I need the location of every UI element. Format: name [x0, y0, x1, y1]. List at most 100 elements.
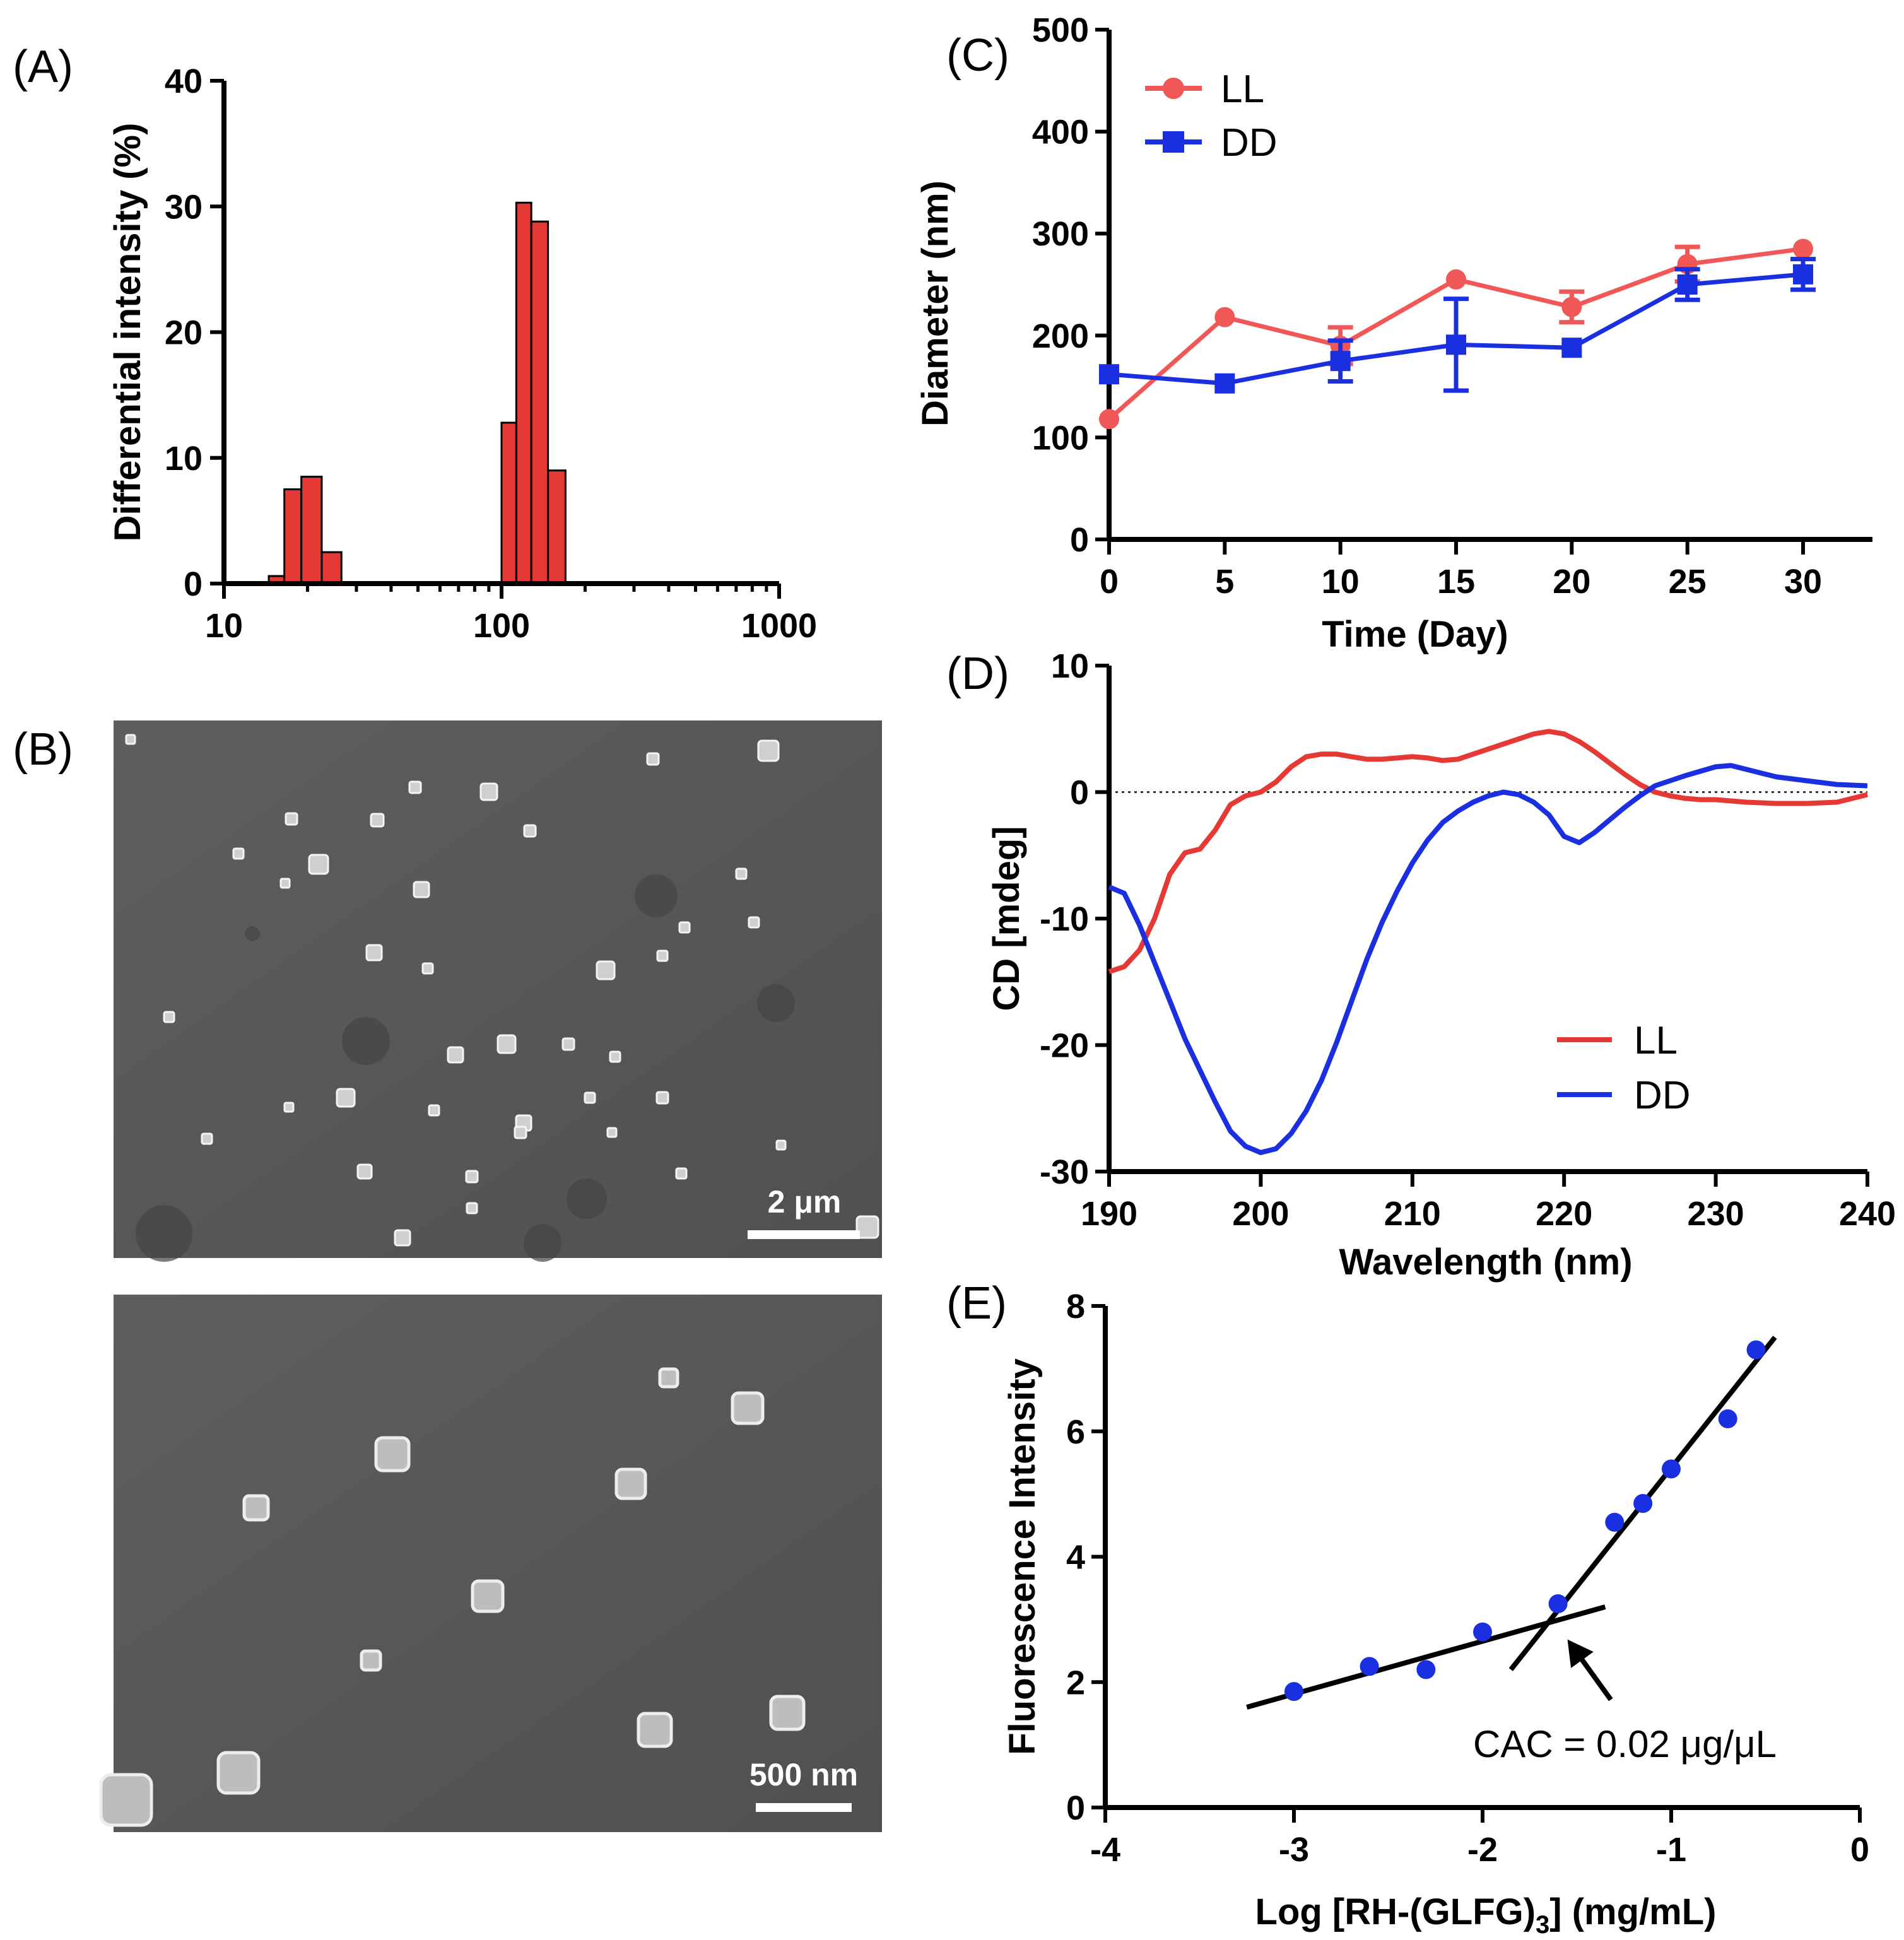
sem-dark-spot — [757, 984, 795, 1022]
panel-label-c: (C) — [946, 30, 1009, 81]
e-data-point — [1548, 1594, 1568, 1614]
e-ytick-label-0: 0 — [1066, 1789, 1085, 1827]
sem-particle — [283, 1102, 295, 1113]
c-xtick-label-20: 20 — [1553, 563, 1590, 601]
sem-particle — [201, 1132, 213, 1145]
cac-annotation: CAC = 0.02 μg/μL — [1473, 1723, 1777, 1765]
c-point-DD — [1561, 338, 1582, 358]
histogram-bar-4 — [500, 421, 517, 585]
e-ytick-label-8: 8 — [1066, 1288, 1085, 1326]
sem-particle — [232, 847, 245, 860]
c-xtick-label-10: 10 — [1322, 563, 1360, 601]
c-ytick-label-200: 200 — [1032, 317, 1089, 355]
sem-particle — [465, 1170, 479, 1184]
scalebar-top-bar — [748, 1230, 860, 1239]
d-xtick-label-220: 220 — [1536, 1195, 1592, 1233]
c-ytick-label-500: 500 — [1032, 11, 1089, 49]
d-ytick-label--10: -10 — [1040, 900, 1089, 938]
e-ytick-label-2: 2 — [1066, 1664, 1085, 1702]
sem-particle — [413, 881, 430, 898]
sem-bottom-particles — [99, 1367, 806, 1827]
sem-particle — [356, 1163, 373, 1180]
a-ylabel: Differential intensity (%) — [107, 123, 148, 542]
sem-particle — [471, 1579, 505, 1613]
d-legend-label-DD: DD — [1634, 1074, 1691, 1117]
sem-particle — [242, 1494, 270, 1522]
scalebar-top-label: 2 μm — [768, 1184, 842, 1220]
sem-particle — [336, 1088, 356, 1108]
a-xtick-label-10: 10 — [205, 607, 243, 645]
sem-particle — [370, 813, 385, 828]
d-legend-label-LL: LL — [1634, 1019, 1678, 1062]
c-xtick-label-25: 25 — [1669, 563, 1707, 601]
chart-c-diameter: 0 100 200 300 400 500 0 5 10 15 20 25 30 Time (Day) Di… — [915, 11, 1872, 655]
histogram-bar-6 — [530, 220, 549, 585]
sem-particle — [360, 1649, 382, 1672]
d-ytick-label-0: 0 — [1070, 774, 1089, 812]
chart-e-fluorescence: 0 2 4 6 8 -4 -3 -2 -1 0 Log [RH-(GLFG)3] (mg/mL) Fl… — [1002, 1288, 1869, 1939]
sem-particle — [757, 739, 780, 762]
histogram-bar-3 — [320, 551, 343, 585]
sem-particle — [285, 812, 298, 826]
sem-particle — [447, 1046, 464, 1064]
e-xtick-label--4: -4 — [1090, 1831, 1120, 1869]
sem-dark-spot — [635, 874, 678, 917]
sem-dark-spot — [136, 1205, 192, 1262]
c-point-DD — [1677, 274, 1698, 295]
a-xtick-label-100: 100 — [473, 607, 530, 645]
sem-particle — [775, 1139, 787, 1151]
d-xtick-label-230: 230 — [1688, 1195, 1744, 1233]
e-data-point — [1416, 1660, 1436, 1679]
c-xtick-label-0: 0 — [1100, 563, 1119, 601]
e-xtick-label--3: -3 — [1279, 1831, 1309, 1869]
sem-particle — [523, 824, 537, 838]
c-point-DD — [1330, 351, 1351, 372]
d-xtick-label-210: 210 — [1384, 1195, 1441, 1233]
sem-particle — [216, 1751, 261, 1795]
e-arrow-shaft — [1575, 1651, 1613, 1702]
sem-particle — [394, 1229, 411, 1247]
sem-particle — [769, 1695, 806, 1731]
sem-particle — [374, 1436, 411, 1473]
d-ytick-label--20: -20 — [1040, 1027, 1089, 1065]
c-ytick-label-100: 100 — [1032, 419, 1089, 457]
sem-particle — [748, 916, 760, 929]
e-ylabel: Fluorescence Intensity — [1002, 1358, 1043, 1755]
sem-particle — [279, 878, 291, 889]
e-data-point — [1605, 1512, 1625, 1532]
histogram-bar-5 — [515, 201, 532, 585]
scalebar-bottom-bar — [756, 1803, 852, 1812]
e-data-point — [1473, 1622, 1492, 1642]
d-series-line-DD — [1108, 763, 1868, 1155]
sem-image-top: 2 μm — [114, 720, 882, 1262]
sem-particle — [735, 867, 748, 880]
d-xtick-label-240: 240 — [1839, 1195, 1896, 1233]
a-ytick-label-10: 10 — [165, 440, 203, 478]
sem-particle — [365, 944, 383, 961]
a-ytick-label-40: 40 — [165, 62, 203, 100]
sem-particle — [656, 949, 669, 962]
chart-d-cd-spectrum: -30 -20 -10 0 10 190 200 210 220 230 240 Wavelength… — [986, 647, 1896, 1283]
c-ytick-label-400: 400 — [1032, 114, 1089, 151]
c-legend-marker-LL — [1163, 78, 1184, 99]
sem-particle — [855, 1215, 879, 1239]
c-xtick-label-30: 30 — [1784, 563, 1822, 601]
panel-label-a: (A) — [13, 42, 73, 92]
panel-label-e: (E) — [946, 1278, 1007, 1329]
sem-dark-spot — [245, 926, 260, 941]
d-xtick-label-190: 190 — [1081, 1195, 1137, 1233]
c-point-DD — [1446, 334, 1466, 355]
e-arrow-head — [1567, 1639, 1594, 1668]
d-series-line-LL — [1108, 729, 1868, 974]
sem-particle — [596, 960, 616, 980]
sem-particle — [561, 1037, 575, 1051]
sem-particle — [731, 1391, 765, 1425]
c-point-DD — [1793, 264, 1813, 285]
sem-particle — [606, 1127, 618, 1138]
sem-particle — [646, 752, 660, 766]
sem-particle — [466, 1202, 478, 1214]
a-ytick-label-20: 20 — [165, 314, 203, 352]
sem-top-particles — [125, 734, 879, 1262]
c-point-DD — [1099, 364, 1119, 385]
